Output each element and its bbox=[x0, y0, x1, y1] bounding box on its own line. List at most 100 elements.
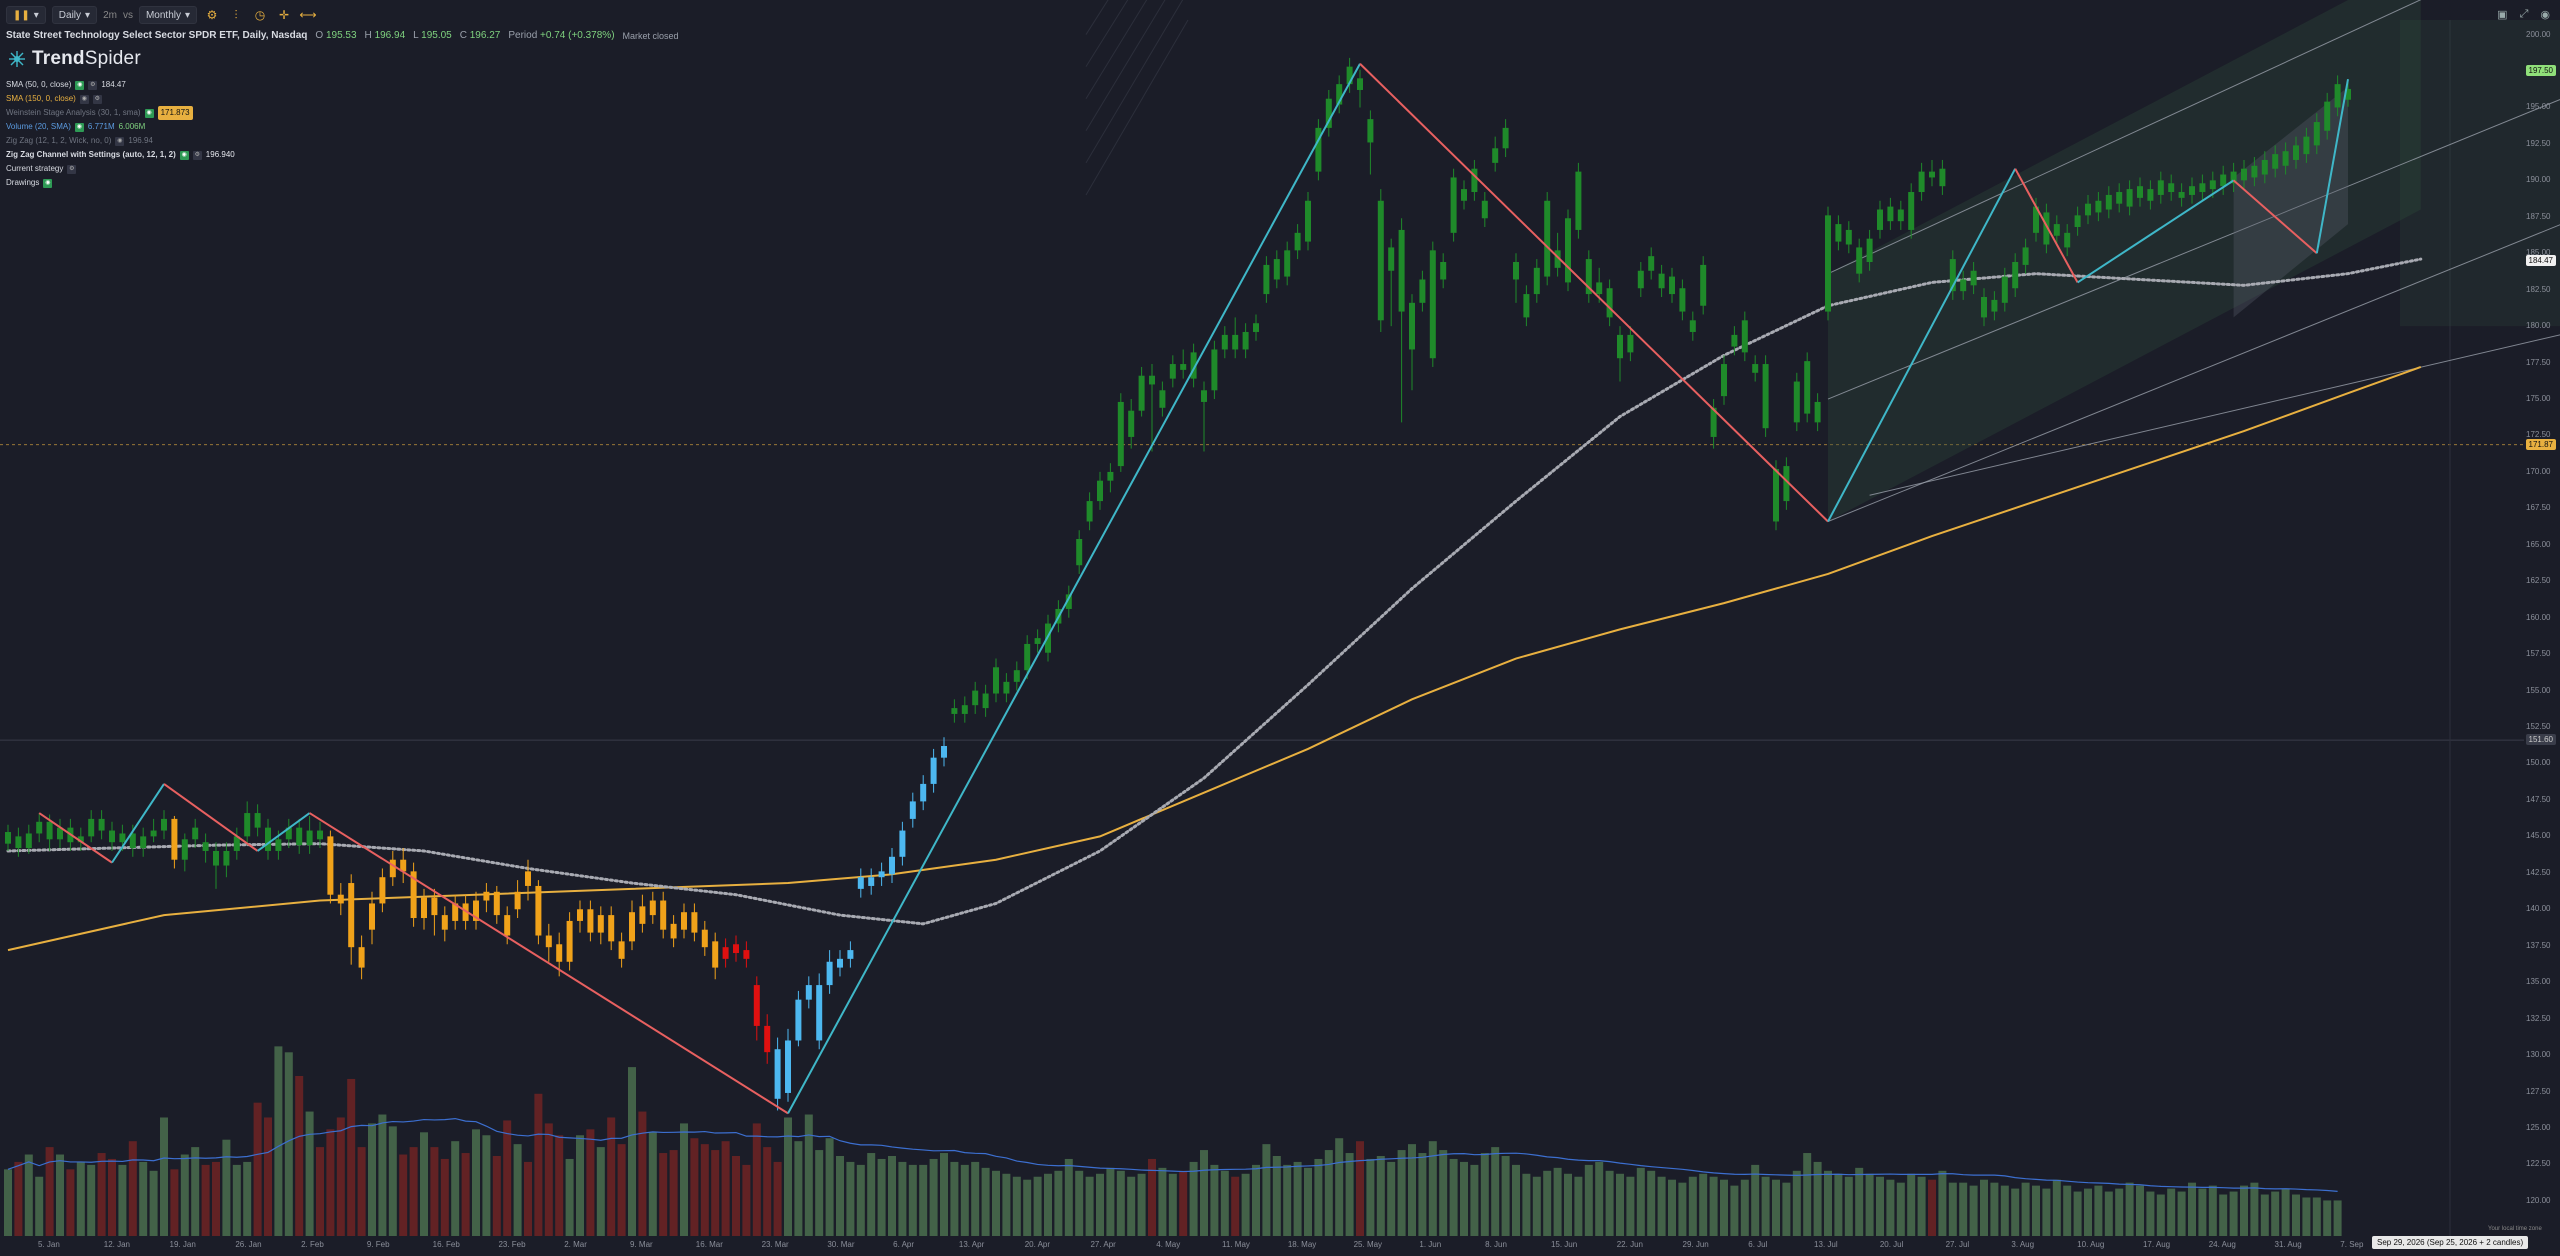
candle-body bbox=[1918, 171, 1925, 193]
eye-icon[interactable]: ◉ bbox=[75, 80, 85, 90]
eye-icon[interactable]: ◉ bbox=[179, 150, 189, 160]
volume-bar bbox=[451, 1141, 460, 1236]
candle-body bbox=[1658, 273, 1665, 289]
legend-volume[interactable]: Volume (20, SMA) ◉ 6.771M 6.006M bbox=[6, 120, 235, 134]
fan-line bbox=[1085, 0, 1129, 67]
camera-icon[interactable]: ◉ bbox=[2540, 9, 2550, 21]
candle-body bbox=[1523, 294, 1530, 318]
legend-current-strategy[interactable]: Current strategy ⚙ bbox=[6, 162, 235, 176]
price-tag: 171.87 bbox=[2525, 438, 2556, 450]
zigzag-segment bbox=[38, 812, 113, 864]
volume-bar bbox=[1168, 1173, 1177, 1236]
eye-icon[interactable]: ◉ bbox=[144, 108, 154, 118]
legend-sma150[interactable]: SMA (150, 0, close) ◉ ⚙ bbox=[6, 92, 235, 106]
volume-bar bbox=[680, 1123, 688, 1236]
price-axis[interactable]: 120.00 122.50 125.00 127.50 130.00 132.50 135.… bbox=[2524, 0, 2560, 1256]
legend-label: Volume (20, SMA) bbox=[6, 122, 71, 131]
compare-select[interactable]: Monthly ▾ bbox=[138, 6, 198, 24]
volume-bar bbox=[243, 1161, 252, 1236]
candle-body bbox=[1377, 200, 1384, 321]
layout-icon[interactable]: ▣ bbox=[2497, 9, 2508, 21]
volume-bar bbox=[1938, 1170, 1947, 1236]
eye-icon[interactable]: ◉ bbox=[43, 178, 53, 188]
candle-body bbox=[951, 708, 958, 714]
candle-body bbox=[150, 830, 157, 837]
volume-bar bbox=[1522, 1173, 1531, 1236]
sma50-path bbox=[6, 257, 2423, 926]
eye-icon[interactable]: ◉ bbox=[115, 136, 125, 146]
candle-body bbox=[608, 915, 615, 942]
volume-bar bbox=[2323, 1200, 2332, 1236]
volume-bar bbox=[971, 1161, 980, 1236]
candle-body bbox=[1388, 247, 1395, 271]
spider-logo-icon bbox=[9, 51, 25, 67]
volume-bar bbox=[2333, 1200, 2342, 1236]
volume-bar bbox=[929, 1158, 938, 1236]
candle-body bbox=[452, 903, 459, 921]
candle-body bbox=[1544, 200, 1551, 277]
alt-timeframe[interactable]: 2m bbox=[103, 9, 117, 21]
volume-bar bbox=[1980, 1179, 1988, 1236]
candle-body bbox=[1471, 168, 1478, 193]
settings-icon[interactable]: ⚙ bbox=[92, 94, 102, 104]
settings-icon[interactable]: ⚙ bbox=[88, 80, 98, 90]
volume-bar bbox=[1865, 1173, 1874, 1236]
volume-bar bbox=[1834, 1173, 1843, 1236]
eye-icon[interactable]: ◉ bbox=[74, 122, 84, 132]
eye-icon[interactable]: ◉ bbox=[79, 94, 89, 104]
candle-body bbox=[504, 915, 511, 936]
candle-body bbox=[2043, 212, 2050, 245]
legend-zigzag-channel[interactable]: Zig Zag Channel with Settings (auto, 12,… bbox=[6, 148, 235, 162]
legend-sma50[interactable]: SMA (50, 0, close) ◉ ⚙ 184.47 bbox=[6, 78, 235, 92]
volume-bar bbox=[773, 1161, 782, 1236]
settings-icon[interactable]: ⚙ bbox=[67, 164, 77, 174]
volume-bar bbox=[1501, 1156, 1510, 1236]
volume-bar bbox=[128, 1141, 137, 1236]
fan-line bbox=[1085, 0, 1109, 35]
candlestick-icon[interactable]: ⫶ bbox=[234, 7, 238, 22]
candle-body bbox=[2012, 262, 2019, 289]
volume-bar bbox=[1543, 1170, 1552, 1236]
legend-drawings[interactable]: Drawings ◉ bbox=[6, 176, 235, 190]
timeframe-select[interactable]: Daily ▾ bbox=[51, 6, 98, 24]
candle-body bbox=[1679, 288, 1686, 312]
candle-body bbox=[57, 827, 63, 840]
ruler-icon[interactable]: ⟷ bbox=[299, 8, 317, 22]
channel-line bbox=[1827, 0, 2422, 275]
expand-icon[interactable]: ⤢ bbox=[2519, 8, 2529, 20]
candle-body bbox=[15, 836, 22, 849]
legend-zigzag[interactable]: Zig Zag (12, 1, 2, Wick, no, 0) ◉ 196.94 bbox=[6, 134, 235, 148]
clock-icon[interactable]: ◷ bbox=[254, 8, 266, 22]
candle-body bbox=[1689, 320, 1696, 332]
playback-button[interactable]: ❚❚ ▾ bbox=[6, 6, 46, 24]
volume-bar bbox=[2167, 1188, 2176, 1236]
settings-icon[interactable]: ⚙ bbox=[192, 150, 202, 160]
price-tick: 152.50 bbox=[2526, 722, 2551, 732]
candle-body bbox=[920, 783, 927, 802]
close-value: 196.27 bbox=[469, 30, 501, 41]
crosshair-icon[interactable]: ✛ bbox=[278, 8, 290, 22]
candle-body bbox=[993, 667, 999, 694]
date-axis[interactable]: 5. Jan 12. Jan 19. Jan 26. Jan 2. Feb 9. Feb 1… bbox=[0, 1236, 2500, 1256]
volume-bar bbox=[2302, 1197, 2311, 1236]
candle-body bbox=[878, 871, 885, 878]
volume-bar bbox=[524, 1161, 532, 1236]
date-tick: 8. Jun bbox=[1485, 1240, 1507, 1249]
settings-gear-icon[interactable]: ⚙ bbox=[206, 8, 218, 22]
candle-body bbox=[1367, 119, 1374, 143]
candle-body bbox=[1762, 364, 1769, 429]
volume-bar bbox=[2271, 1191, 2280, 1236]
volume-bar bbox=[700, 1144, 709, 1236]
volume-bar bbox=[659, 1153, 668, 1236]
indicator-legend: SMA (50, 0, close) ◉ ⚙ 184.47 SMA (150, 0… bbox=[6, 78, 235, 190]
volume-bar bbox=[1657, 1176, 1666, 1236]
volume-bar bbox=[160, 1117, 168, 1236]
volume-bar bbox=[1148, 1158, 1156, 1236]
volume-bar bbox=[825, 1138, 834, 1236]
candle-body bbox=[764, 1025, 771, 1053]
legend-label: Current strategy bbox=[6, 164, 64, 173]
volume-bar bbox=[1948, 1182, 1957, 1236]
legend-weinstein[interactable]: Weinstein Stage Analysis (30, 1, sma) ◉ … bbox=[6, 106, 235, 120]
volume-bar bbox=[409, 1147, 418, 1236]
